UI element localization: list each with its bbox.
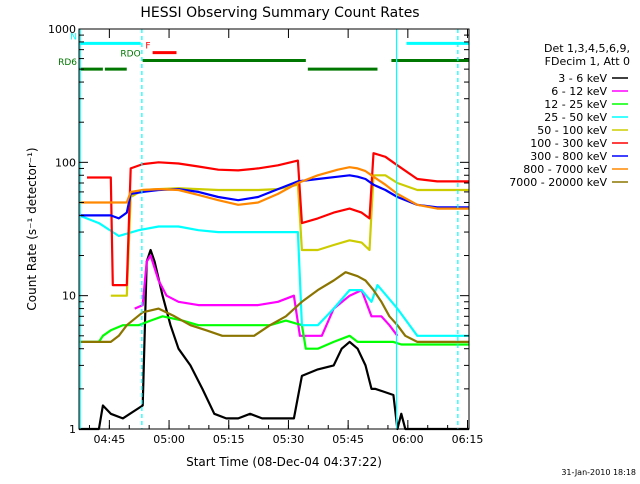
legend-label-300-800-kev: 300 - 800 keV <box>530 150 607 163</box>
y-tick-label: 100 <box>55 156 76 169</box>
legend-header-line-1: Det 1,3,4,5,6,9, <box>544 42 630 55</box>
footer-timestamp: 31-Jan-2010 18:18 <box>561 468 636 477</box>
x-tick-label: 05:15 <box>213 433 245 446</box>
vertical-markers-layer <box>79 29 459 429</box>
legend: Det 1,3,4,5,6,9, FDecim 1, Att 0 3 - 6 k… <box>509 42 630 189</box>
x-tick-label: 05:45 <box>332 433 364 446</box>
x-tick-label: 05:30 <box>273 433 305 446</box>
y-tick-label: 1 <box>69 423 76 436</box>
series-line-800-7000-kev <box>79 166 469 210</box>
state-bar-label-rd6: RD6 <box>58 58 77 68</box>
x-axis-label: Start Time (08-Dec-04 04:37:22) <box>186 455 382 469</box>
state-bar-label-f: F <box>145 42 150 52</box>
legend-label-6-12-kev: 6 - 12 keV <box>551 85 607 98</box>
series-layer <box>78 152 469 431</box>
series-line-12-25-kev <box>79 315 469 350</box>
series-line-3-6-kev <box>79 248 469 431</box>
state-bar-label-n: N <box>70 32 77 42</box>
series-line-100-300-kev <box>87 152 469 287</box>
legend-label-100-300-kev: 100 - 300 keV <box>530 137 607 150</box>
legend-label-3-6-kev: 3 - 6 keV <box>558 72 607 85</box>
legend-label-25-50-kev: 25 - 50 keV <box>544 111 607 124</box>
plot-frame <box>78 28 470 430</box>
series-line-50-100-kev <box>110 174 469 297</box>
x-tick-label: 06:15 <box>452 433 484 446</box>
series-line-7000-20000-kev <box>79 271 469 343</box>
legend-label-12-25-kev: 12 - 25 keV <box>544 98 607 111</box>
chart-title: HESSI Observing Summary Count Rates <box>140 5 419 21</box>
legend-header-line-2: FDecim 1, Att 0 <box>545 55 630 68</box>
legend-label-800-7000-kev: 800 - 7000 keV <box>523 163 607 176</box>
state-bar-label-rdo: RDO <box>120 50 140 60</box>
x-tick-label: 05:00 <box>153 433 185 446</box>
y-tick-label: 1000 <box>48 23 76 36</box>
axes-layer: 04:45 05:00 05:15 05:30 05:45 06:00 06:15 1 10 10… <box>48 23 483 446</box>
legend-label-50-100-kev: 50 - 100 keV <box>537 124 607 137</box>
y-tick-label: 10 <box>62 290 76 303</box>
y-axis-label: Count Rate (s⁻¹ detector⁻¹) <box>25 147 39 310</box>
x-tick-label: 04:45 <box>94 433 126 446</box>
series-line-300-800-kev <box>79 174 469 220</box>
legend-label-7000-20000-kev: 7000 - 20000 keV <box>509 176 607 189</box>
x-tick-label: 06:00 <box>392 433 424 446</box>
series-line-6-12-kev <box>134 254 399 337</box>
